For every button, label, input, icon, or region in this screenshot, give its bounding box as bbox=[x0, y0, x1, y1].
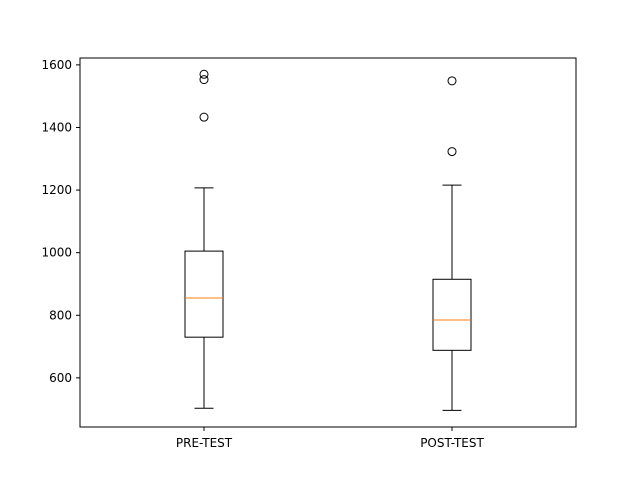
y-tick-label: 1600 bbox=[41, 58, 72, 72]
box-group bbox=[432, 76, 472, 411]
axes-frame bbox=[79, 57, 577, 428]
outlier-point bbox=[447, 147, 457, 157]
x-tick-label: POST-TEST bbox=[420, 436, 484, 450]
y-tick-label: 600 bbox=[49, 371, 72, 385]
y-tick-label: 1000 bbox=[41, 246, 72, 260]
iqr-box bbox=[432, 278, 472, 351]
outlier-point bbox=[447, 76, 457, 86]
box-group bbox=[184, 69, 224, 409]
y-axis: 600 800 1000 1200 1400 1600 bbox=[41, 58, 80, 385]
y-tick-label: 1400 bbox=[41, 120, 72, 134]
plot-area bbox=[184, 69, 472, 411]
x-tick-label: PRE-TEST bbox=[176, 436, 233, 450]
iqr-box bbox=[184, 250, 224, 338]
outlier-point bbox=[199, 112, 209, 122]
outlier-point bbox=[199, 69, 209, 79]
x-axis: PRE-TEST POST-TEST bbox=[176, 427, 484, 450]
y-tick-label: 1200 bbox=[41, 183, 72, 197]
outlier-point bbox=[199, 75, 209, 85]
y-tick-label: 800 bbox=[49, 308, 72, 322]
